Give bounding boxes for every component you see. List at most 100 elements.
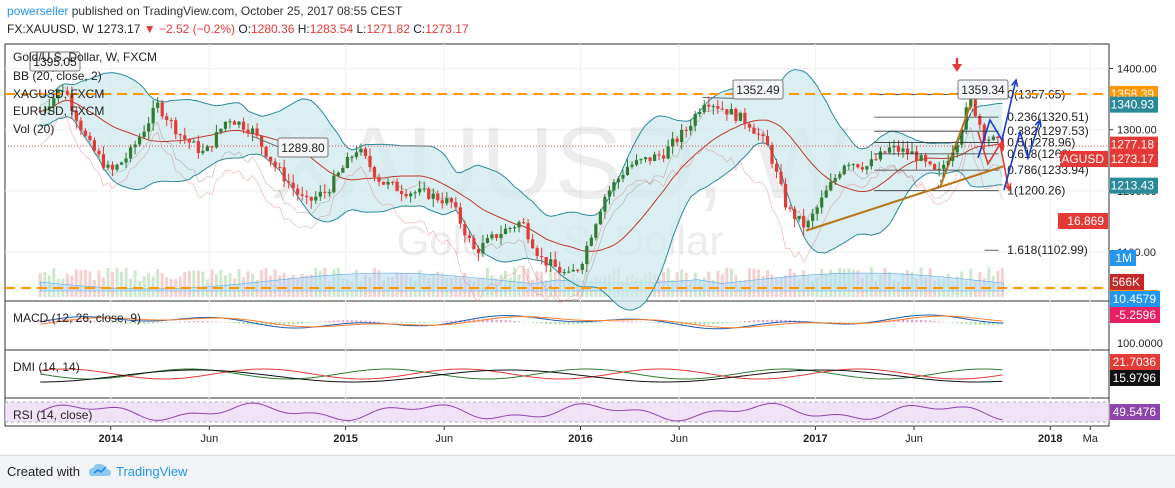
candle-body [508, 228, 511, 229]
candle-body [156, 102, 159, 107]
macd-histogram-bar [396, 322, 398, 323]
macd-histogram-bar [622, 321, 624, 322]
volume-bar [219, 270, 222, 297]
macd-histogram-bar [631, 321, 633, 322]
macd-histogram-bar [748, 321, 750, 322]
chart-canvas[interactable]: XAUUSD, W Gold / U.S. Dollar 0(1357.65)0… [0, 40, 1175, 455]
candle-body [883, 151, 886, 152]
macd-histogram-bar [554, 322, 556, 324]
candle-body [901, 148, 904, 151]
candle-body [852, 164, 855, 165]
macd-histogram-bar [193, 321, 195, 322]
candle-body [630, 165, 633, 167]
macd-histogram-bar [753, 320, 755, 322]
candle-body [807, 221, 810, 227]
candle-body [314, 197, 317, 201]
macd-histogram-bar [229, 322, 231, 323]
candle-body [165, 116, 168, 120]
x-tick-label: Ma [1083, 433, 1099, 445]
x-tick-label: Jun [435, 433, 453, 445]
volume-bar [88, 271, 91, 297]
candle-body [472, 238, 475, 249]
volume-bar [725, 268, 728, 297]
volume-bar [120, 272, 123, 297]
candle-body [657, 154, 660, 155]
candle-body [115, 165, 118, 170]
macd-histogram-bar [929, 321, 931, 323]
x-tick-label: Jun [200, 433, 218, 445]
high-label: H: [298, 22, 310, 36]
volume-bar [147, 273, 150, 297]
candle-body [242, 122, 245, 130]
macd-histogram-bar [744, 321, 746, 322]
volume-bar [192, 270, 195, 297]
candle-body [906, 148, 909, 153]
xagusd-name-tag: XAGUSD [1053, 152, 1104, 166]
candle-body [919, 155, 922, 161]
low-label: L: [357, 22, 367, 36]
candle-body [260, 136, 263, 147]
macd-histogram-bar [721, 322, 723, 324]
candle-body [996, 137, 999, 138]
candle-body [215, 132, 218, 147]
legend-item-bb: BB (20, close, 2) [13, 69, 102, 83]
candle-body [495, 234, 498, 238]
author-link[interactable]: powerseller [7, 4, 68, 18]
volume-bar [129, 279, 132, 297]
macd-histogram-bar [206, 321, 208, 322]
macd-histogram-bar [956, 322, 958, 323]
candle-body [847, 165, 850, 166]
xagusd-value-tag: 16.869 [1067, 214, 1104, 228]
candle-body [97, 151, 100, 154]
candle-body [540, 256, 543, 257]
candle-body [192, 141, 195, 142]
macd-histogram-bar [161, 322, 163, 323]
macd-histogram-bar [369, 321, 371, 322]
candle-body [703, 105, 706, 112]
candle-body [888, 147, 891, 152]
macd-histogram-bar [920, 320, 922, 322]
dmi-title: DMI (14, 14) [13, 360, 80, 374]
candle-body [648, 157, 651, 161]
volume-bar [84, 270, 87, 297]
tradingview-link[interactable]: TradingView [116, 464, 188, 479]
candle-body [237, 122, 240, 125]
macd-histogram-bar [532, 322, 534, 323]
candle-body [499, 234, 502, 238]
x-tick-label: Jun [670, 433, 688, 445]
candle-body [924, 155, 927, 161]
candle-body [698, 112, 701, 114]
macd-histogram-bar [306, 322, 308, 323]
candle-body [662, 155, 665, 158]
candle-body [761, 134, 764, 136]
macd-histogram-bar [148, 322, 150, 324]
macd-histogram-bar [523, 322, 525, 323]
candle-body [274, 161, 277, 167]
macd-histogram-bar [324, 321, 326, 322]
publish-line: powerseller published on TradingView.com… [7, 4, 402, 18]
x-tick-label: 2014 [98, 433, 123, 445]
volume-bar [156, 269, 159, 297]
macd-histogram-bar [961, 322, 963, 324]
candle-body [206, 146, 209, 151]
candle-body [545, 257, 548, 265]
fib-level-label: 1(1200.26) [1007, 184, 1065, 198]
candle-body [332, 176, 335, 193]
candle-body [120, 162, 123, 164]
candle-body [874, 159, 877, 160]
macd-histogram-bar [509, 321, 511, 323]
macd-histogram-bar [514, 321, 516, 322]
rsi-value-tag: 49.5476 [1113, 405, 1157, 419]
candle-body [974, 97, 977, 116]
price-tag: 1340.93 [1111, 98, 1155, 112]
volume-bar [161, 273, 164, 297]
macd-histogram-bar [730, 322, 732, 323]
fib-level-label: 0.236(1320.51) [1007, 110, 1088, 124]
macd-histogram-bar [410, 322, 412, 323]
macd-histogram-bar [197, 321, 199, 322]
volume-bar [188, 271, 191, 297]
publish-info: published on TradingView.com, October 25… [72, 4, 403, 18]
macd-histogram-bar [852, 322, 854, 323]
volume-bar [75, 270, 78, 297]
macd-value-tag: 10.4579 [1113, 292, 1157, 306]
